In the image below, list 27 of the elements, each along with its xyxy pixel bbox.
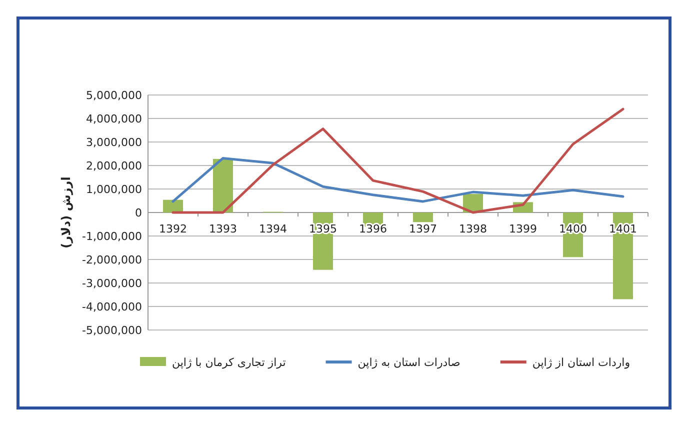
y-tick-label: 2,000,000 — [86, 160, 142, 172]
x-tick-label: 1399 — [509, 222, 537, 236]
y-tick-label: 1,000,000 — [86, 183, 142, 196]
legend-label: واردات استان از ژاپن — [532, 356, 630, 369]
x-tick-label: 1398 — [459, 222, 487, 236]
y-tick-label: -1,000,000 — [82, 230, 142, 243]
line-series — [172, 108, 624, 214]
bar — [213, 158, 233, 212]
y-tick-label: -5,000,000 — [82, 324, 142, 337]
y-tick-label: 5,000,000 — [86, 89, 142, 102]
bar — [413, 212, 433, 222]
legend-label: صادرات استان به ژاپن — [358, 356, 460, 369]
y-tick-label: -3,000,000 — [82, 277, 142, 290]
y-tick-label: 3,000,000 — [86, 136, 142, 149]
legend-label: تراز تجاری کرمان با ژاپن — [172, 356, 286, 369]
bar — [163, 200, 183, 212]
y-tick-label: 0 — [135, 206, 142, 220]
y-tick-label: -4,000,000 — [82, 300, 142, 314]
x-tick-label: 1396 — [359, 222, 387, 236]
x-tick-label: 1397 — [409, 222, 437, 236]
x-tick-label: 1394 — [259, 222, 287, 236]
x-tick-label: 1393 — [209, 222, 237, 236]
y-tick-label: -2,000,000 — [82, 254, 142, 266]
line-series — [172, 156, 624, 203]
y-tick-label: 4,000,000 — [86, 112, 142, 126]
y-axis-title: ارزش (دلار) — [59, 176, 73, 248]
x-tick-label: 1392 — [159, 222, 187, 236]
